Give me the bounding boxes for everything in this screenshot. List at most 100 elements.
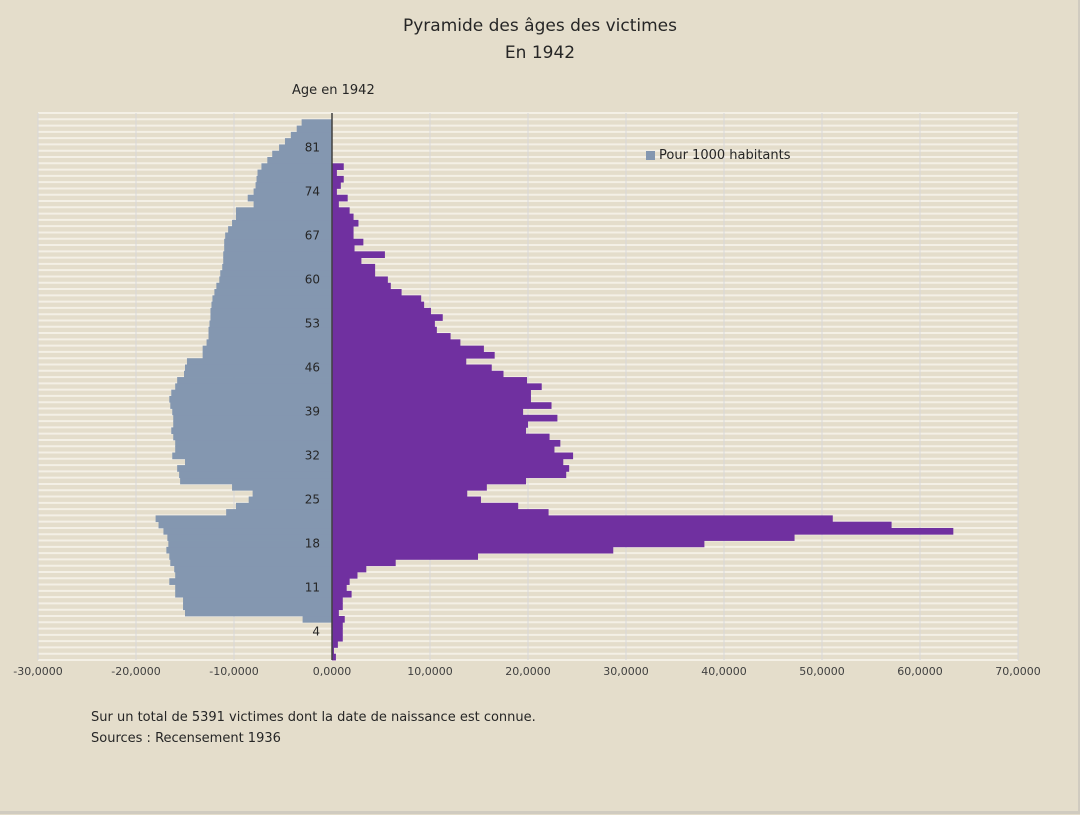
bar-population-age-75 [255, 182, 332, 189]
bar-population-age-45 [184, 370, 332, 378]
bar-victims-age-12 [332, 578, 350, 585]
bar-victims-age-74 [332, 188, 337, 196]
bar-victims-age-77 [332, 169, 337, 177]
bar-population-age-48 [202, 351, 332, 359]
bar-population-age-66 [224, 238, 332, 246]
bar-population-age-58 [214, 289, 332, 296]
bar-population-age-46 [185, 364, 332, 372]
bar-population-age-15 [170, 559, 332, 567]
bar-population-age-62 [222, 263, 332, 271]
bar-population-age-69 [232, 219, 332, 227]
bar-population-age-83 [290, 131, 332, 139]
bar-victims-age-33 [332, 446, 555, 453]
bar-population-age-31 [185, 458, 332, 466]
bar-victims-age-25 [332, 496, 481, 504]
bar-population-age-52 [208, 326, 332, 334]
bar-victims-age-78 [332, 163, 344, 170]
bar-population-age-43 [175, 383, 332, 391]
bar-population-age-74 [253, 188, 332, 196]
y-tick-label: 25 [305, 493, 320, 507]
bar-population-age-54 [210, 314, 332, 321]
bar-victims-age-20 [332, 527, 954, 535]
bar-victims-age-52 [332, 326, 437, 334]
bar-population-age-77 [257, 169, 332, 177]
bar-population-age-50 [206, 339, 332, 347]
bar-victims-age-50 [332, 339, 461, 347]
bar-population-age-63 [223, 257, 332, 265]
bar-victims-age-7 [332, 609, 339, 617]
x-tick-label: -20,0000 [111, 665, 160, 678]
bar-victims-age-6 [332, 615, 345, 623]
bar-population-age-16 [169, 553, 332, 560]
y-tick-label: 81 [305, 141, 320, 155]
bar-victims-age-62 [332, 263, 376, 271]
x-tick-label: 40,0000 [701, 665, 747, 678]
bar-population-age-67 [225, 232, 332, 240]
y-tick-label: 18 [305, 537, 320, 551]
y-tick-label: 4 [312, 625, 320, 639]
bar-population-age-78 [261, 163, 332, 170]
bar-victims-age-39 [332, 408, 524, 416]
bar-population-age-13 [175, 571, 332, 579]
bar-population-age-39 [172, 408, 332, 416]
bar-victims-age-60 [332, 276, 388, 284]
bar-population-age-17 [166, 546, 332, 554]
bar-population-age-60 [219, 276, 332, 284]
bar-victims-age-23 [332, 509, 549, 516]
bar-victims-age-59 [332, 282, 391, 290]
bar-population-age-35 [173, 433, 332, 441]
bar-victims-age-5 [332, 622, 343, 629]
bar-population-age-53 [209, 320, 332, 328]
bar-victims-age-9 [332, 597, 343, 604]
bar-victims-age-19 [332, 534, 795, 541]
x-tick-label: -10,0000 [209, 665, 258, 678]
y-tick-label: 67 [305, 229, 320, 243]
bar-victims-age-46 [332, 364, 492, 372]
bar-population-age-57 [212, 295, 332, 303]
bar-victims-age-76 [332, 175, 344, 183]
bar-population-age-82 [284, 138, 332, 145]
legend-swatch [646, 151, 655, 160]
bar-victims-age-4 [332, 628, 343, 636]
bar-victims-age-21 [332, 521, 892, 529]
bar-population-age-47 [186, 358, 332, 365]
bar-population-age-36 [171, 427, 332, 435]
bar-victims-age-8 [332, 603, 343, 611]
bar-population-age-76 [256, 175, 332, 183]
bar-victims-age-26 [332, 490, 468, 497]
x-tick-label: 60,0000 [897, 665, 943, 678]
bar-victims-age-71 [332, 207, 350, 214]
bar-victims-age-27 [332, 483, 487, 491]
bar-population-age-79 [267, 157, 332, 164]
bar-victims-age-36 [332, 427, 527, 435]
y-axis-label: Age en 1942 [292, 83, 375, 98]
bar-victims-age-68 [332, 226, 354, 233]
bar-population-age-33 [175, 446, 332, 453]
bar-victims-age-45 [332, 370, 504, 378]
bar-victims-age-47 [332, 358, 467, 365]
bar-population-age-14 [174, 565, 332, 573]
bar-victims-age-0 [332, 653, 336, 661]
x-tick-label: 20,0000 [505, 665, 551, 678]
bar-population-age-27 [232, 483, 332, 491]
x-tick-label: -30,0000 [13, 665, 62, 678]
y-tick-label: 74 [305, 185, 320, 199]
bar-victims-age-16 [332, 553, 479, 560]
bar-victims-age-28 [332, 477, 527, 485]
bar-victims-age-40 [332, 402, 552, 409]
bar-population-age-8 [183, 603, 332, 611]
bar-population-age-70 [235, 213, 332, 221]
bar-victims-age-75 [332, 182, 341, 189]
bar-population-age-40 [170, 402, 332, 409]
x-tick-label: 70,0000 [995, 665, 1041, 678]
bar-victims-age-66 [332, 238, 364, 246]
bar-victims-age-14 [332, 565, 367, 573]
y-tick-label: 53 [305, 317, 320, 331]
y-tick-label: 39 [305, 405, 320, 419]
bar-population-age-22 [155, 515, 332, 523]
bar-victims-age-10 [332, 590, 352, 598]
bar-population-age-51 [208, 333, 332, 340]
bar-victims-age-64 [332, 251, 385, 259]
y-tick-label: 46 [305, 361, 320, 375]
